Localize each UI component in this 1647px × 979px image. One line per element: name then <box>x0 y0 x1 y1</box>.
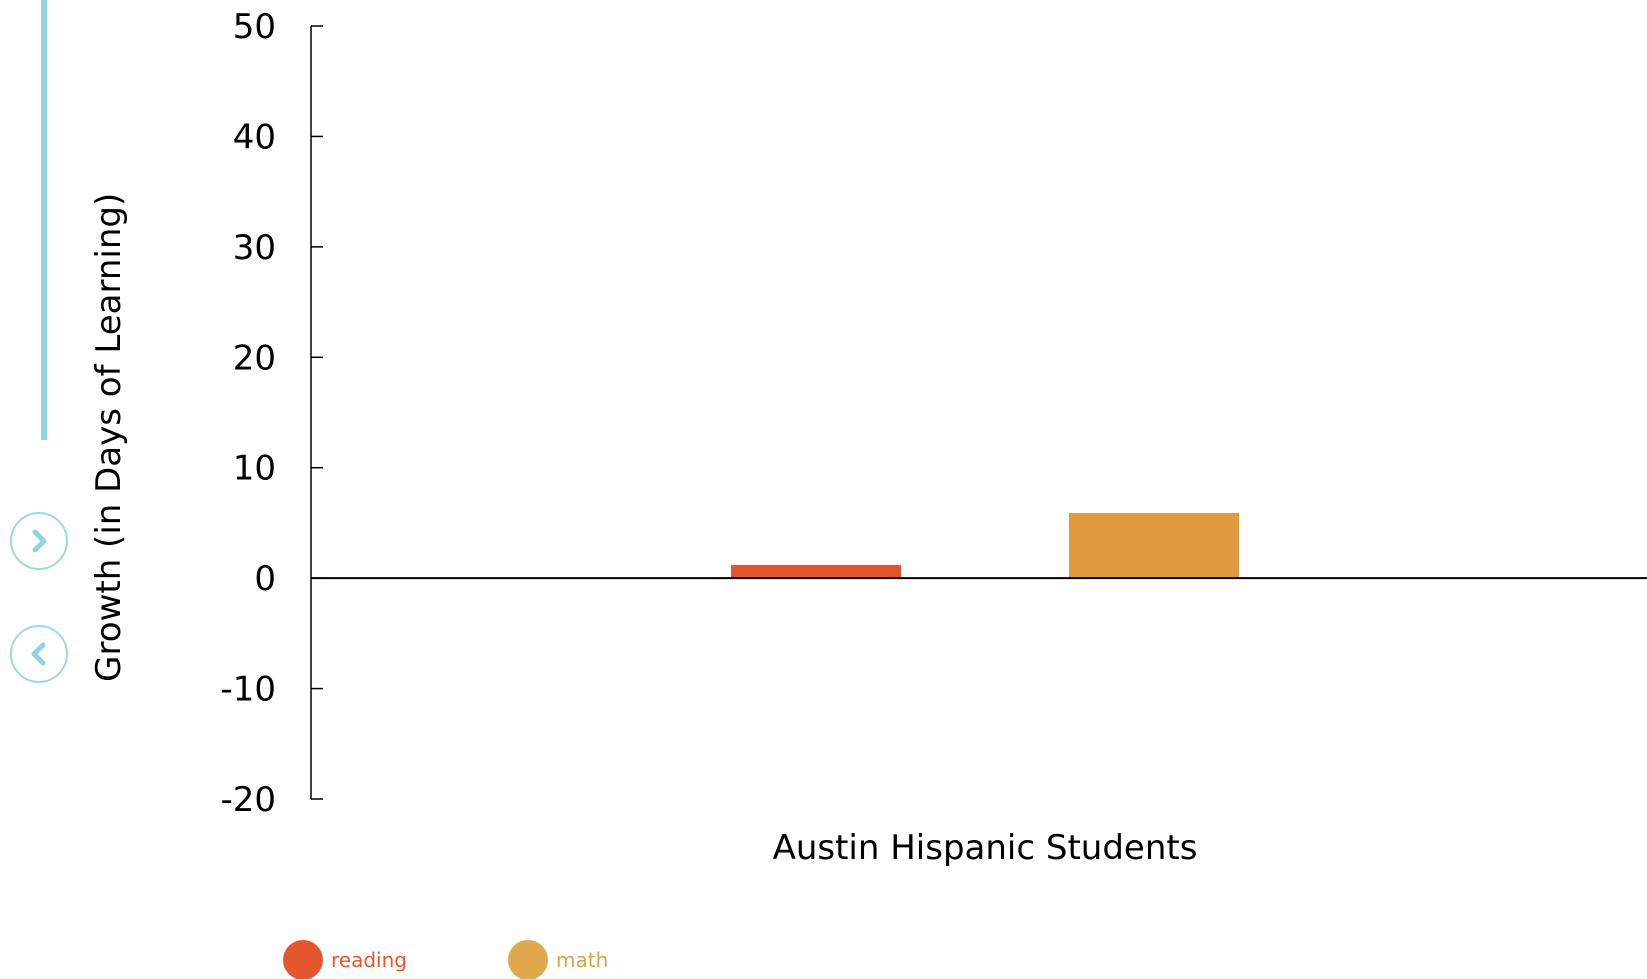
y-tick-label: -10 <box>220 670 276 710</box>
y-tick-label: 50 <box>233 7 276 47</box>
bar-reading[interactable] <box>731 564 901 579</box>
chevron-right-icon <box>32 529 47 553</box>
bars-group <box>731 512 1239 579</box>
legend-item-math[interactable]: math <box>508 940 608 979</box>
legend-label-math: math <box>556 948 609 972</box>
x-axis-title: Austin Hispanic Students <box>773 828 1198 868</box>
y-tick-label: 0 <box>254 559 276 599</box>
y-tick-label: -20 <box>220 780 276 820</box>
y-tick-label: 30 <box>233 228 276 268</box>
legend-label-reading: reading <box>331 948 407 972</box>
legend-swatch-reading <box>283 940 323 979</box>
y-axis-title: Growth (in Days of Learning) <box>89 193 129 682</box>
bar-math[interactable] <box>1069 512 1239 579</box>
legend-swatch-math <box>508 940 548 979</box>
next-button[interactable] <box>10 512 68 570</box>
chevron-left-icon <box>31 642 46 666</box>
legend-item-reading[interactable]: reading <box>283 940 508 979</box>
legend: reading math <box>283 940 608 979</box>
side-rail <box>41 0 47 440</box>
y-axis: 50 40 30 20 10 0 -10 -20 <box>220 7 323 820</box>
prev-button[interactable] <box>10 625 68 683</box>
y-tick-label: 20 <box>233 338 276 378</box>
y-tick-label: 10 <box>233 449 276 489</box>
y-tick-label: 40 <box>233 117 276 157</box>
